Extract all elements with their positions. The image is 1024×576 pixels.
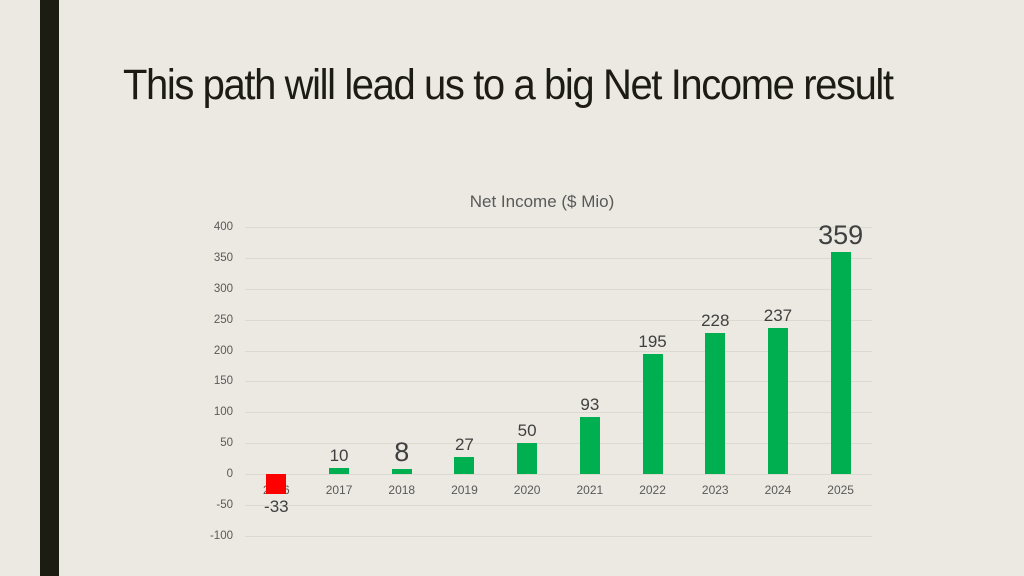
- y-tick-label: 200: [213, 344, 233, 357]
- y-tick-label: 100: [213, 406, 233, 419]
- gridline: [245, 474, 872, 475]
- bar-2020: [517, 443, 538, 474]
- data-label-2024: 237: [763, 305, 793, 325]
- data-label-2018: 8: [394, 437, 410, 468]
- bar-2017: [329, 467, 350, 474]
- y-tick-label: -100: [209, 529, 233, 542]
- y-tick-label: 350: [213, 251, 233, 264]
- bar-2018: [391, 469, 412, 474]
- bar-2023: [705, 333, 726, 474]
- x-tick-label: 2018: [388, 483, 416, 497]
- gridline: [245, 288, 872, 290]
- data-label-2020: 50: [517, 421, 537, 441]
- y-tick-label: 250: [213, 313, 233, 326]
- data-label-2022: 195: [638, 331, 667, 351]
- gridline: [245, 257, 872, 259]
- gridline: [245, 319, 872, 321]
- y-tick-label: 50: [220, 437, 233, 450]
- data-label-2019: 27: [454, 435, 474, 455]
- x-tick-label: 2023: [701, 483, 729, 497]
- gridline: [245, 381, 872, 383]
- x-tick-label: 2022: [639, 483, 666, 497]
- slide-title: This path will lead us to a big Net Inco…: [123, 61, 894, 109]
- y-tick-label: 150: [213, 375, 233, 388]
- data-label-2016: -33: [264, 497, 289, 517]
- bar-2016: [266, 474, 287, 495]
- gridline: [245, 443, 872, 445]
- bar-2025: [830, 252, 851, 474]
- y-tick-label: 400: [213, 221, 233, 233]
- x-tick-label: 2025: [827, 483, 854, 497]
- bar-2024: [767, 327, 788, 474]
- bar-2019: [454, 457, 475, 474]
- data-label-2017: 10: [329, 445, 349, 465]
- gridline: [245, 412, 872, 414]
- y-tick-label: 300: [213, 282, 233, 295]
- chart-title: Net Income ($ Mio): [469, 192, 615, 211]
- bar-2021: [579, 416, 600, 474]
- gridline: [245, 504, 872, 506]
- gridline: [245, 535, 872, 537]
- y-tick-label: 0: [226, 468, 233, 480]
- x-tick-label: 2021: [576, 483, 604, 497]
- x-tick-label: 2020: [513, 483, 541, 497]
- gridline: [245, 227, 872, 228]
- bar-2022: [642, 353, 663, 474]
- data-label-2025: 359: [818, 220, 864, 251]
- gridline: [245, 350, 872, 352]
- x-tick-label: 2024: [764, 483, 792, 497]
- x-tick-label: 2017: [325, 483, 353, 497]
- y-tick-label: -50: [216, 498, 233, 511]
- data-label-2023: 228: [701, 311, 730, 331]
- x-tick-label: 2019: [451, 483, 478, 497]
- data-label-2021: 93: [580, 394, 600, 414]
- accent-bar: [40, 0, 59, 576]
